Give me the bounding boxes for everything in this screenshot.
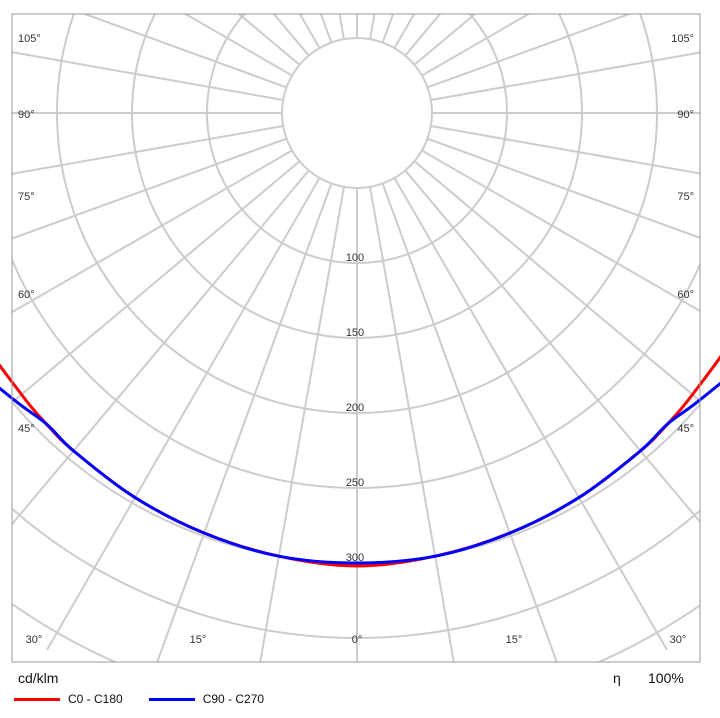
radial-tick-label: 250 <box>346 477 364 489</box>
angle-tick-left: 75° <box>18 191 35 203</box>
legend-label: C0 - C180 <box>68 692 123 706</box>
unit-label: cd/klm <box>18 670 59 686</box>
grid-spoke <box>237 14 301 66</box>
angle-tick-right: 90° <box>677 109 694 121</box>
legend-item: C0 - C180 <box>14 692 123 706</box>
angle-tick-left: 45° <box>18 423 35 435</box>
angle-tick-bottom: 15° <box>190 634 207 646</box>
grid-spoke <box>430 125 700 175</box>
grid-ring <box>12 507 700 639</box>
grid-spoke <box>183 14 293 77</box>
angle-tick-bottom: 15° <box>506 634 523 646</box>
grid-spoke <box>82 14 287 89</box>
grid-spoke <box>12 137 287 240</box>
series-line <box>0 381 720 565</box>
series-group <box>0 354 720 568</box>
series-line <box>0 354 720 568</box>
grid-spoke <box>393 177 668 651</box>
angle-tick-labels: 105° 90° 75° 60° 45° 105° 90° 75° 60° 45… <box>18 33 694 646</box>
grid-spoke <box>259 186 345 662</box>
angle-tick-right: 60° <box>677 289 694 301</box>
grid-spoke <box>421 14 531 77</box>
grid-spoke <box>404 14 442 57</box>
angle-tick-left: 105° <box>18 33 41 45</box>
plot-frame <box>11 13 701 663</box>
grid-spoke <box>369 186 455 662</box>
grid-ring <box>12 257 700 489</box>
radial-tick-label: 150 <box>346 327 364 339</box>
grid-spoke <box>427 14 632 89</box>
angle-tick-left: 60° <box>18 289 35 301</box>
efficiency-label: η <box>613 670 621 686</box>
grid-spoke <box>381 183 558 662</box>
angle-tick-right: 75° <box>677 191 694 203</box>
efficiency-value: 100% <box>648 670 684 686</box>
legend-label: C90 - C270 <box>202 692 265 706</box>
radial-tick-label: 200 <box>346 402 364 414</box>
radial-tick-label: 100 <box>346 252 364 264</box>
angle-tick-right: 45° <box>677 423 694 435</box>
grid-ring <box>56 14 658 414</box>
grid-spoke <box>12 125 284 175</box>
grid-spoke <box>156 183 333 662</box>
grid-spoke <box>421 149 700 313</box>
legend-item: C90 - C270 <box>148 692 265 706</box>
legend: C0 - C180 C90 - C270 <box>14 692 290 706</box>
angle-tick-bottom: 30° <box>26 634 43 646</box>
grid-spoke <box>46 177 321 651</box>
grid-spoke <box>12 169 310 526</box>
angle-tick-left: 90° <box>18 109 35 121</box>
grid-spoke <box>393 14 416 49</box>
grid-spoke <box>404 169 700 524</box>
grid-ring <box>206 14 508 264</box>
grid-ring <box>131 14 583 339</box>
grid-ring <box>281 37 433 189</box>
grid-spoke <box>413 160 700 403</box>
legend-swatch <box>148 697 195 701</box>
radial-tick-labels: 100 150 200 250 300 <box>346 252 364 564</box>
radial-tick-label: 300 <box>346 552 364 564</box>
grid-spoke <box>427 137 700 239</box>
angle-tick-bottom: 30° <box>670 634 687 646</box>
grid-spoke <box>12 51 284 101</box>
grid-spoke <box>430 51 700 101</box>
grid-spoke <box>272 14 310 57</box>
grid-spoke <box>12 149 293 314</box>
angle-tick-bottom: 0° <box>352 634 363 646</box>
grid-spoke <box>12 160 301 404</box>
angle-tick-right: 105° <box>671 33 694 45</box>
grid-spoke <box>298 14 321 49</box>
legend-swatch <box>14 697 60 701</box>
